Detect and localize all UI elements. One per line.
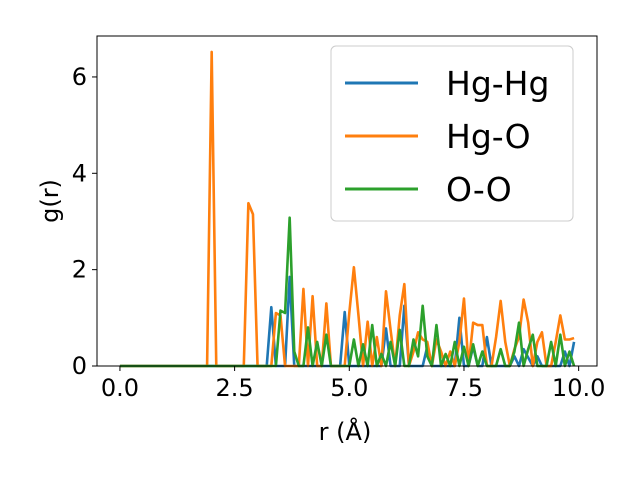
x-tick-label: 0.0 <box>101 374 139 402</box>
y-tick-label: 2 <box>72 256 87 284</box>
y-tick-label: 4 <box>72 159 87 187</box>
legend-label-o-o: O-O <box>446 170 512 209</box>
y-axis-ticks: 0 2 4 6 <box>72 63 97 380</box>
x-tick-label: 5.0 <box>330 374 368 402</box>
legend-label-hg-hg: Hg-Hg <box>446 64 549 103</box>
axes-frame <box>96 35 598 367</box>
legend: Hg-Hg Hg-O O-O <box>330 45 574 222</box>
x-tick-label: 2.5 <box>216 374 254 402</box>
x-axis-label: r (Å) <box>319 417 372 446</box>
legend-frame <box>330 45 574 222</box>
plot-area <box>96 35 598 368</box>
x-tick-label: 7.5 <box>445 374 483 402</box>
y-axis-label: g(r) <box>36 179 64 223</box>
y-tick-label: 6 <box>72 63 87 91</box>
x-axis-ticks: 0.0 2.5 5.0 7.5 10.0 <box>101 366 605 402</box>
series-line-o-o <box>119 216 576 368</box>
x-tick-label: 10.0 <box>552 374 605 402</box>
y-tick-label: 0 <box>72 352 87 380</box>
legend-label-hg-o: Hg-O <box>446 117 531 156</box>
